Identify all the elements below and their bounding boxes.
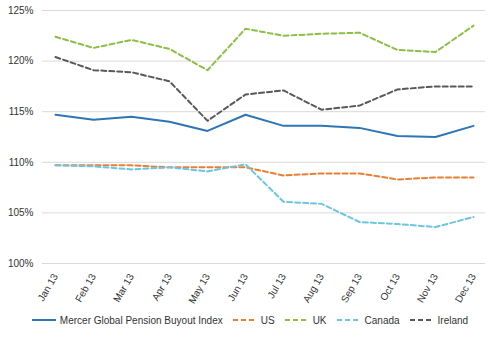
svg-text:Sep 13: Sep 13 bbox=[339, 271, 365, 304]
html-text:UK: UK bbox=[312, 314, 327, 326]
svg-text:Nov 13: Nov 13 bbox=[415, 271, 441, 304]
svg-text:Aug 13: Aug 13 bbox=[301, 271, 327, 304]
svg-text:May 13: May 13 bbox=[186, 271, 212, 305]
html-text:US: US bbox=[260, 314, 275, 326]
svg-text:100%: 100% bbox=[8, 258, 34, 269]
svg-text:Oct 13: Oct 13 bbox=[378, 271, 402, 302]
svg-text:110%: 110% bbox=[9, 157, 34, 168]
svg-text:Jun 13: Jun 13 bbox=[225, 271, 250, 303]
svg-text:105%: 105% bbox=[8, 207, 34, 218]
svg-text:Jul 13: Jul 13 bbox=[265, 271, 288, 300]
svg-text:125%: 125% bbox=[8, 5, 34, 16]
svg-text:Jan 13: Jan 13 bbox=[35, 271, 60, 303]
html-text:Ireland: Ireland bbox=[437, 314, 469, 326]
html-text:Mercer Global Pension Buyout I: Mercer Global Pension Buyout Index bbox=[59, 314, 223, 326]
svg-text:Dec 13: Dec 13 bbox=[453, 271, 479, 304]
html-text:Canada: Canada bbox=[364, 314, 400, 326]
svg-text:Apr 13: Apr 13 bbox=[150, 271, 174, 302]
svg-text:Feb 13: Feb 13 bbox=[73, 271, 98, 304]
svg-text:115%: 115% bbox=[9, 106, 34, 117]
svg-text:120%: 120% bbox=[8, 55, 34, 66]
svg-text:Mar 13: Mar 13 bbox=[111, 271, 136, 304]
